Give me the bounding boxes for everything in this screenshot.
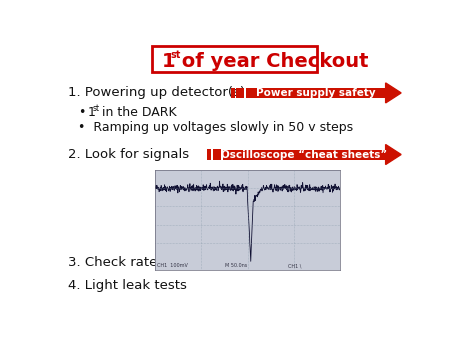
FancyBboxPatch shape: [153, 46, 317, 72]
Bar: [207, 149, 211, 160]
Text: st: st: [93, 104, 100, 113]
Text: CH1 \: CH1 \: [288, 263, 302, 268]
Bar: [236, 88, 244, 98]
Text: st: st: [170, 50, 180, 60]
Bar: [246, 88, 386, 98]
Text: 4. Light leak tests: 4. Light leak tests: [68, 279, 187, 292]
Text: •  Ramping up voltages slowly in 50 v steps: • Ramping up voltages slowly in 50 v ste…: [78, 121, 353, 134]
Bar: [223, 149, 386, 160]
Text: in the DARK: in the DARK: [98, 106, 177, 119]
Text: 1: 1: [87, 106, 95, 119]
Text: of year Checkout: of year Checkout: [175, 52, 368, 71]
Polygon shape: [386, 83, 401, 103]
Polygon shape: [386, 145, 401, 165]
Text: 1: 1: [162, 52, 176, 71]
Text: CH1  100mV: CH1 100mV: [157, 263, 188, 268]
Bar: [213, 149, 220, 160]
Text: M 50.0ns: M 50.0ns: [225, 263, 248, 268]
Text: 3. Check rates: 3. Check rates: [68, 256, 164, 269]
Text: Oscilloscope “cheat sheets”: Oscilloscope “cheat sheets”: [221, 149, 387, 160]
Text: 1. Powering up detector(s): 1. Powering up detector(s): [68, 87, 245, 99]
Text: Power supply safety: Power supply safety: [256, 88, 376, 98]
Text: 2. Look for signals: 2. Look for signals: [68, 148, 189, 161]
Bar: [230, 88, 234, 98]
Text: •: •: [78, 106, 86, 119]
